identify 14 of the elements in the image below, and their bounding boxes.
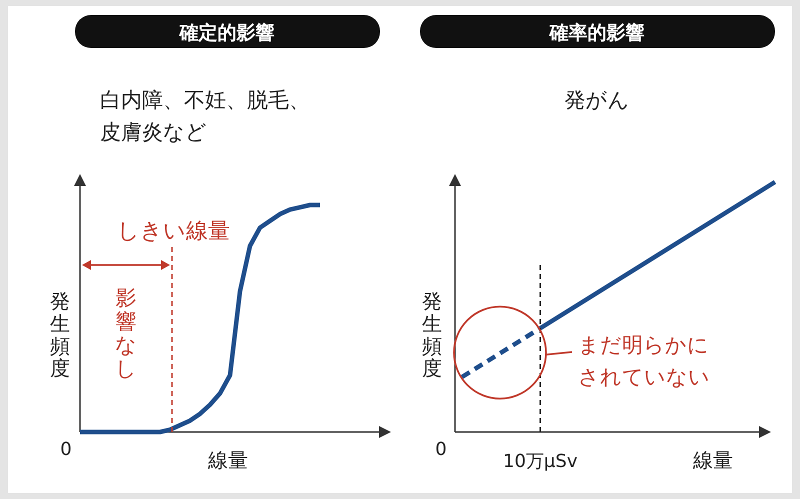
y-axis-title: 発生頻度: [422, 289, 442, 380]
chart-title: 確定的影響: [178, 22, 274, 44]
annotation: しきい線量: [117, 219, 230, 244]
chart-title: 確率的影響: [548, 22, 644, 44]
annotation: 影響なし: [115, 286, 137, 381]
chart-subtitle: 発がん: [564, 88, 630, 112]
text: 0: [435, 439, 447, 460]
annotation: まだ明らかにされていない: [578, 333, 710, 389]
x-axis-title: 線量: [207, 448, 248, 472]
chart-subtitle: 白内障、不妊、脱毛、皮膚炎など: [100, 88, 310, 144]
y-axis-title: 発生頻度: [50, 289, 70, 380]
text: 10万μSv: [503, 451, 578, 472]
x-axis-title: 線量: [692, 448, 733, 472]
text: 0: [60, 439, 72, 460]
